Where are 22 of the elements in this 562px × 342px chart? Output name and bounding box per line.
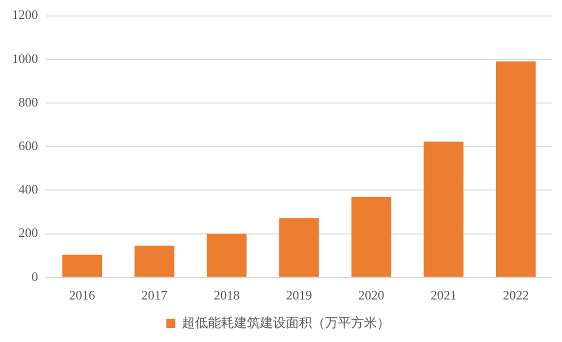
x-tick-label: 2018 [214,288,240,303]
y-tick-label: 0 [32,268,38,284]
y-tick-label: 1200 [12,7,38,22]
bar [424,142,464,277]
bar [496,61,536,277]
bar [62,254,102,277]
x-tick-label: 2021 [430,288,457,303]
bar [351,196,392,277]
x-tick-label: 2017 [141,288,168,303]
bar [206,234,247,277]
x-tick-label: 2016 [69,288,96,303]
legend-label: 超低能耗建筑建设面积（万平方米） [182,314,390,330]
y-tick-label: 400 [18,182,38,197]
y-tick-label: 600 [18,138,38,154]
bar [134,246,174,277]
y-tick-label: 800 [18,94,38,110]
x-tick-label: 2020 [358,288,384,303]
x-tick-label: 2022 [502,288,529,303]
bar [279,218,319,277]
x-tick-label: 2019 [286,288,312,303]
y-tick-label: 200 [18,225,38,240]
y-tick-label: 1000 [12,50,38,66]
